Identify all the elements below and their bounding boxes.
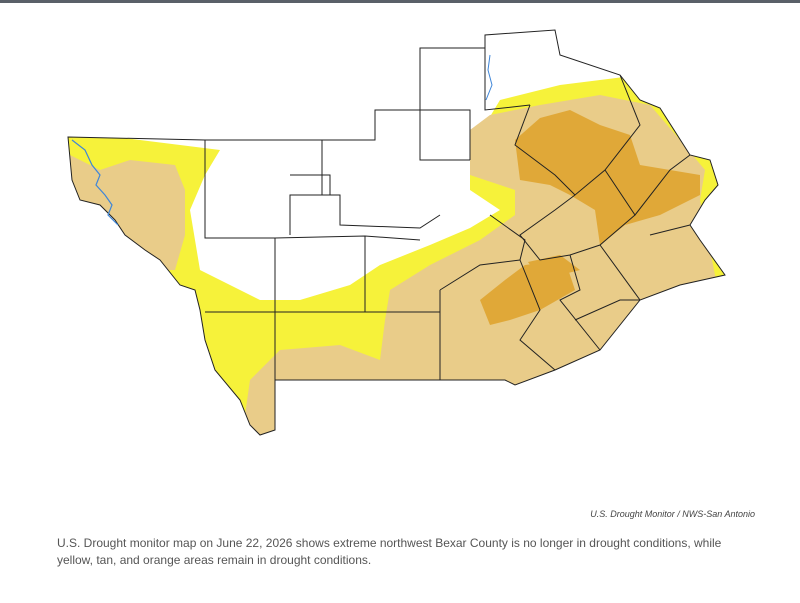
top-bar bbox=[0, 0, 800, 3]
river bbox=[485, 54, 493, 101]
caption: U.S. Drought monitor map on June 22, 202… bbox=[57, 536, 722, 567]
county-lines bbox=[67, 29, 726, 436]
drought-map bbox=[67, 29, 726, 436]
drought-areas bbox=[68, 30, 725, 435]
river bbox=[71, 139, 119, 226]
image-credit: U.S. Drought Monitor / NWS-San Antonio bbox=[590, 509, 755, 519]
